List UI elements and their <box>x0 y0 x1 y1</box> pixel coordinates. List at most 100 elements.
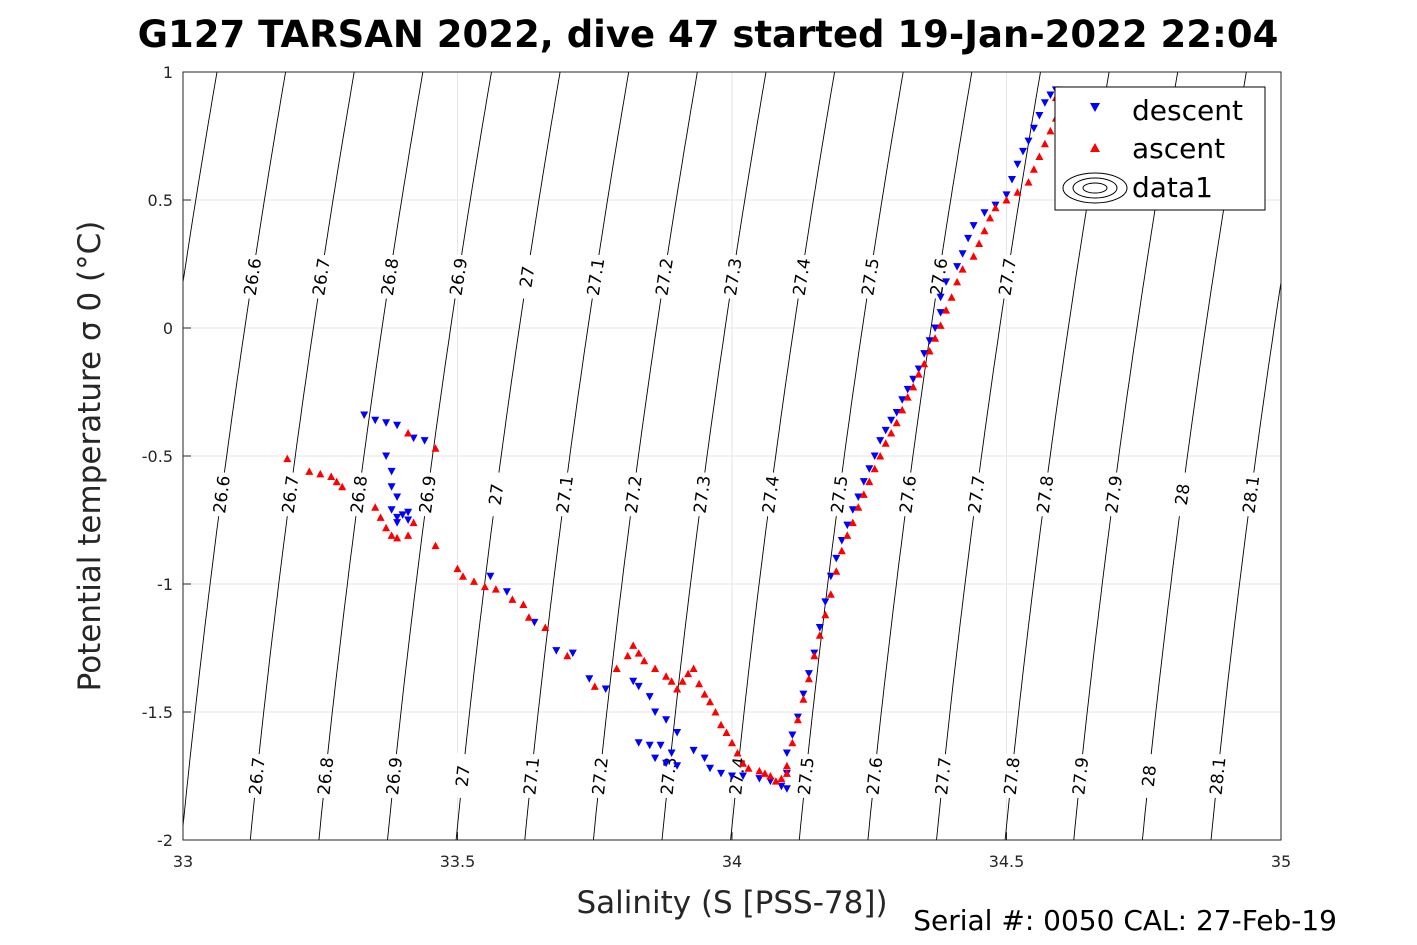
ascent-point <box>876 452 885 460</box>
ascent-point <box>524 613 533 621</box>
contour-label-bg <box>451 753 474 799</box>
descent-point <box>903 385 912 394</box>
contour-label: 28.1 <box>1207 756 1231 796</box>
legend: descent ascent data1 <box>1054 86 1266 211</box>
ascent-point <box>898 405 907 414</box>
ascent-point <box>975 239 984 247</box>
descent-point <box>821 598 830 606</box>
isopycnal-26.6 <box>183 72 287 831</box>
ascent-point <box>684 669 693 678</box>
descent-point <box>969 222 978 230</box>
descent-point <box>782 785 791 793</box>
ascent-point <box>766 772 775 780</box>
ascent-point <box>931 334 940 342</box>
contour-label-bg <box>1000 753 1023 799</box>
descent-point <box>651 754 660 763</box>
descent-point <box>382 419 391 427</box>
descent-point <box>1008 176 1016 184</box>
descent-point <box>360 411 369 419</box>
contour-label: 27 <box>516 265 539 289</box>
ascent-point <box>541 623 550 631</box>
descent-point <box>892 409 901 417</box>
contour-label: 26.7 <box>279 474 304 514</box>
contour-label: 26.9 <box>383 756 407 796</box>
contour-label-bg <box>863 753 886 799</box>
descent-point <box>782 749 791 757</box>
isopycnal-26.7 <box>249 72 355 840</box>
ascent-point <box>777 774 786 783</box>
ascent-series <box>283 85 1066 785</box>
ascent-point <box>1035 152 1044 160</box>
ascent-point <box>695 679 704 688</box>
ascent-point <box>1002 196 1011 204</box>
isopycnal-27.3 <box>661 72 767 840</box>
ascent-point <box>305 467 314 475</box>
contour-label-bg <box>895 471 920 518</box>
descent-point <box>393 513 402 522</box>
descent-point <box>799 690 808 699</box>
ascent-point <box>771 777 780 785</box>
contour-label: 27 <box>453 764 475 788</box>
contour-label: 26.8 <box>314 756 338 796</box>
legend-ascent-marker <box>1090 143 1100 152</box>
descent-point <box>848 506 857 514</box>
y-tick-label: -2 <box>157 831 173 850</box>
ascent-point <box>332 477 341 486</box>
isopycnal-26.9 <box>387 72 492 840</box>
contour-label-bg <box>926 253 951 300</box>
ascent-point <box>678 677 687 685</box>
descent-point <box>788 731 797 739</box>
contour-label-bg <box>278 471 302 518</box>
contour-label-bg <box>583 253 608 300</box>
descent-point <box>898 396 907 404</box>
ascent-point <box>629 641 638 649</box>
ascent-point <box>744 764 753 772</box>
contour-label-bg <box>1170 471 1195 518</box>
descent-point <box>1029 124 1038 133</box>
descent-point <box>859 478 868 486</box>
contour-label: 26.9 <box>416 474 441 514</box>
descent-point <box>645 741 654 750</box>
descent-point <box>404 508 413 517</box>
descent-point <box>387 467 396 476</box>
descent-point <box>804 670 813 678</box>
ascent-point <box>936 321 945 329</box>
ascent-point <box>728 738 736 747</box>
isopycnal-27.1 <box>524 72 630 840</box>
contour-label-bg <box>857 253 883 300</box>
legend-contour-icon <box>1062 172 1128 204</box>
ascent-point <box>953 277 962 286</box>
ascent-point <box>782 761 791 770</box>
descent-point <box>387 483 396 491</box>
contour-label-bg <box>346 471 371 518</box>
contour-label-bg <box>245 753 269 799</box>
descent-point <box>942 278 951 286</box>
contour-label: 27.1 <box>520 756 544 796</box>
ascent-point <box>387 531 396 539</box>
chart-title: G127 TARSAN 2022, dive 47 started 19-Jan… <box>138 13 1279 56</box>
contour-label: 27.2 <box>622 474 647 514</box>
descent-point <box>920 350 929 358</box>
contour-label-bg <box>520 753 543 799</box>
y-tick-label: -1.5 <box>142 703 173 722</box>
descent-point <box>755 775 764 783</box>
x-tick-label: 35 <box>1271 852 1291 871</box>
descent-point <box>552 647 561 655</box>
descent-point <box>739 772 747 780</box>
y-tick-label: 0.5 <box>148 191 173 210</box>
x-tick-label: 33 <box>173 852 193 871</box>
ascent-point <box>431 444 440 452</box>
contour-label-bg <box>827 471 851 518</box>
descent-point <box>936 309 945 317</box>
ascent-point <box>843 531 852 539</box>
contour-label: 26.6 <box>210 474 235 514</box>
ascent-point <box>733 749 742 757</box>
contour-label-bg <box>690 471 714 518</box>
ascent-point <box>1040 139 1049 148</box>
ascent-point <box>316 469 325 478</box>
ascent-point <box>837 546 846 555</box>
density-contours <box>183 72 1281 840</box>
contour-label: 27.5 <box>828 474 853 514</box>
ascent-point <box>887 429 896 437</box>
y-tick-label: -0.5 <box>142 447 173 466</box>
